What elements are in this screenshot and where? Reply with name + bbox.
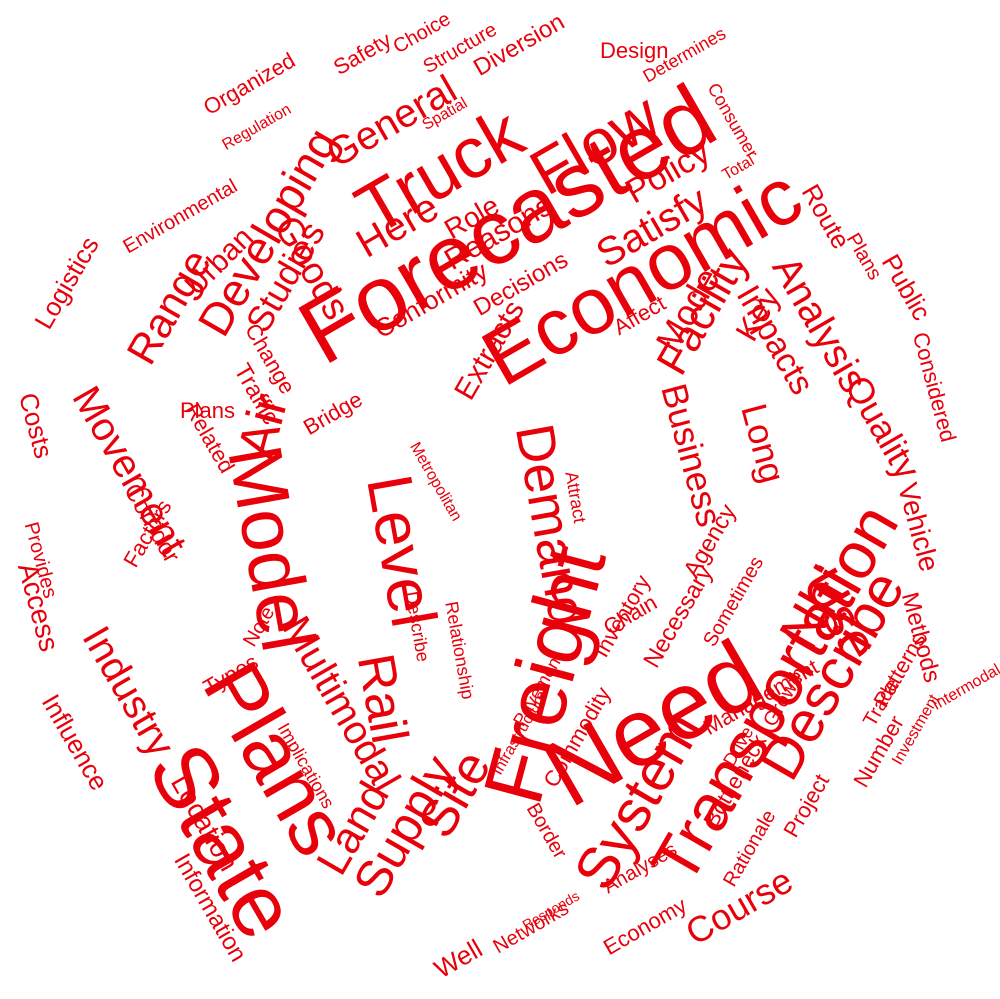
cloud-word-border: Border: [521, 799, 571, 863]
cloud-word-networks: Networks: [489, 897, 573, 959]
cloud-word-regulation: Regulation: [219, 100, 295, 154]
cloud-word-plans: Plans: [841, 229, 886, 284]
cloud-word-safety: Safety: [329, 27, 396, 80]
cloud-word-design: Design: [600, 38, 669, 63]
cloud-word-considered: Considered: [907, 329, 962, 445]
cloud-word-public: Public: [875, 249, 938, 326]
cloud-word-relationship: Relationship: [441, 599, 479, 701]
cloud-word-logistics: Logistics: [28, 231, 105, 334]
cloud-word-long: Long: [733, 399, 794, 488]
cloud-word-plans: Plans: [180, 398, 236, 423]
cloud-word-quality: Quality: [837, 368, 929, 487]
cloud-word-costs: Costs: [12, 389, 60, 462]
cloud-word-well: Well: [429, 933, 488, 985]
cloud-word-bridge: Bridge: [299, 386, 367, 440]
cloud-word-economy: Economy: [599, 892, 691, 960]
cloud-word-influence: Influence: [35, 689, 115, 796]
